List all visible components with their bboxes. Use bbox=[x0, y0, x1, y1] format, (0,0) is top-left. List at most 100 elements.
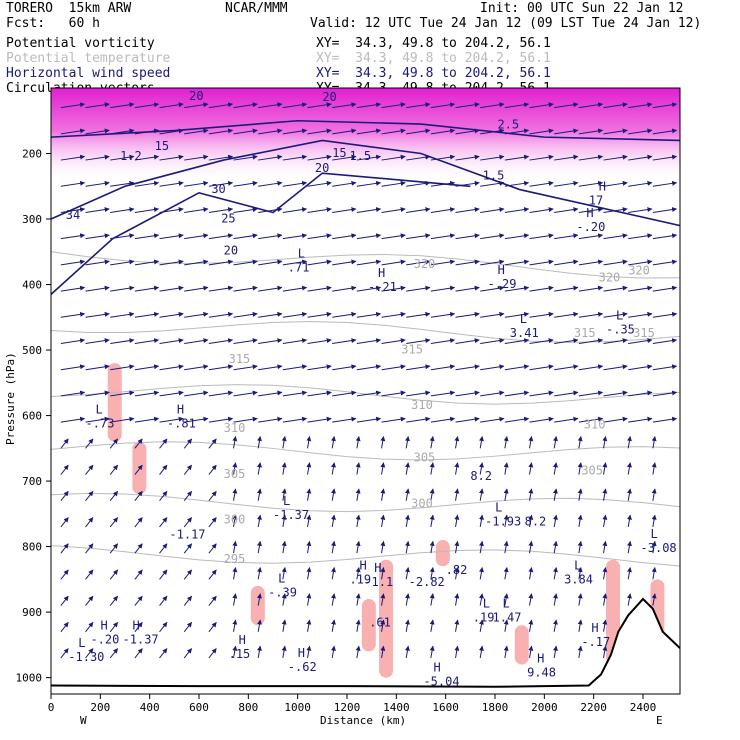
wind-speed-label: 20 bbox=[189, 89, 203, 103]
circulation-vector bbox=[504, 154, 530, 161]
circulation-vector bbox=[281, 619, 287, 632]
circulation-vector bbox=[233, 233, 258, 240]
circulation-vector bbox=[134, 621, 143, 633]
extremum-value: -3.08 bbox=[641, 541, 677, 555]
x-tick-label: 1800 bbox=[482, 701, 509, 714]
theta-label: 315 bbox=[633, 326, 655, 340]
extremum-value: -.21 bbox=[368, 280, 397, 294]
circulation-vector bbox=[479, 488, 484, 501]
pv-patch bbox=[132, 441, 147, 495]
circulation-vector bbox=[307, 102, 332, 109]
circulation-vector bbox=[110, 180, 135, 187]
circulation-vector bbox=[85, 154, 110, 161]
extremum-value: -1.30 bbox=[68, 650, 104, 664]
circulation-vector bbox=[109, 438, 119, 449]
circulation-vector bbox=[85, 102, 110, 109]
circulation-vector bbox=[331, 436, 336, 449]
circulation-vector bbox=[233, 311, 258, 318]
circulation-vector bbox=[602, 540, 608, 554]
circulation-vector bbox=[307, 338, 332, 344]
circulation-vector bbox=[553, 593, 558, 606]
circulation-vector bbox=[652, 364, 678, 371]
theta-label: 305 bbox=[414, 450, 436, 464]
circulation-vector bbox=[406, 154, 431, 161]
circulation-vector bbox=[232, 645, 238, 659]
circulation-vector bbox=[479, 436, 484, 449]
extremum-marker: H bbox=[100, 619, 107, 633]
circulation-vector bbox=[529, 390, 554, 397]
circulation-vector bbox=[578, 102, 604, 109]
y-tick-label: 200 bbox=[22, 148, 42, 161]
circulation-vector bbox=[208, 154, 234, 161]
circulation-vector bbox=[406, 128, 431, 135]
circulation-vector bbox=[455, 207, 480, 213]
circulation-vector bbox=[405, 462, 410, 475]
extremum-value: -.29 bbox=[488, 277, 517, 291]
contour-labels: 320 320 320 315 315 315 315 310 310 310 305 305 305 3… bbox=[66, 89, 677, 689]
circulation-vector bbox=[651, 488, 657, 501]
circulation-vector bbox=[258, 180, 283, 187]
circulation-vector bbox=[258, 364, 283, 371]
circulation-vector bbox=[306, 619, 312, 632]
circulation-vector bbox=[307, 233, 332, 240]
circulation-vector bbox=[602, 436, 608, 449]
circulation-vector bbox=[257, 436, 262, 449]
circulation-vector bbox=[479, 462, 484, 475]
circulation-vector bbox=[159, 338, 184, 344]
extremum-marker: H bbox=[537, 651, 544, 665]
wind-speed-contour bbox=[51, 139, 680, 227]
extremum-marker: L bbox=[78, 636, 85, 650]
circulation-vector bbox=[628, 102, 653, 109]
extremum-marker: H bbox=[298, 646, 305, 660]
circulation-vector bbox=[159, 490, 168, 502]
circulation-vector bbox=[257, 619, 262, 632]
circulation-vector bbox=[281, 567, 287, 580]
circulation-vector bbox=[380, 645, 386, 659]
plot-area: 320 320 320 315 315 315 315 310 310 310 305 305 305 3… bbox=[51, 88, 680, 694]
circulation-vector bbox=[110, 154, 135, 161]
circulation-vector bbox=[406, 233, 431, 240]
theta-label: 320 bbox=[599, 270, 621, 284]
x-end-label-west: W bbox=[80, 714, 87, 727]
circulation-vector bbox=[60, 207, 86, 213]
circulation-vector bbox=[85, 233, 110, 240]
circulation-vector bbox=[331, 514, 336, 528]
x-tick-label: 1000 bbox=[284, 701, 311, 714]
wind-speed-label: 15 bbox=[155, 139, 169, 153]
circulation-vector bbox=[578, 364, 604, 371]
circulation-vector bbox=[504, 233, 530, 240]
circulation-vector bbox=[529, 154, 554, 161]
extremum-marker: H bbox=[374, 561, 381, 575]
circulation-vector bbox=[257, 540, 262, 554]
circulation-vector bbox=[60, 490, 69, 502]
circulation-vector bbox=[233, 102, 258, 109]
circulation-vector bbox=[183, 438, 193, 449]
circulation-vector bbox=[355, 462, 361, 475]
circulation-vector bbox=[110, 128, 135, 135]
theta-contour bbox=[51, 384, 680, 405]
field-xy-theta: XY= 34.3, 49.8 to 204.2, 56.1 bbox=[316, 51, 551, 66]
circulation-vector bbox=[85, 338, 110, 344]
circulation-vector bbox=[60, 517, 69, 528]
pv-label: 8.2 bbox=[525, 515, 547, 529]
circulation-vector bbox=[208, 416, 234, 423]
circulation-vector bbox=[652, 180, 678, 187]
circulation-vector bbox=[85, 438, 94, 449]
pv-label: 1.2 bbox=[120, 149, 142, 163]
circulation-vector bbox=[159, 569, 168, 580]
circulation-vector bbox=[503, 540, 509, 554]
circulation-vector bbox=[430, 128, 456, 135]
circulation-vector bbox=[554, 207, 579, 213]
circulation-vector bbox=[134, 416, 160, 423]
circulation-vector bbox=[553, 462, 558, 475]
circulation-vector bbox=[232, 462, 238, 475]
circulation-vector bbox=[578, 207, 604, 213]
circulation-vector bbox=[134, 285, 160, 292]
circulation-vector bbox=[652, 390, 678, 397]
circulation-vector bbox=[208, 180, 234, 187]
field-name-theta: Potential temperature bbox=[6, 51, 171, 66]
circulation-vector bbox=[356, 311, 382, 318]
circulation-vector bbox=[380, 619, 386, 632]
circulation-vector bbox=[159, 595, 168, 606]
